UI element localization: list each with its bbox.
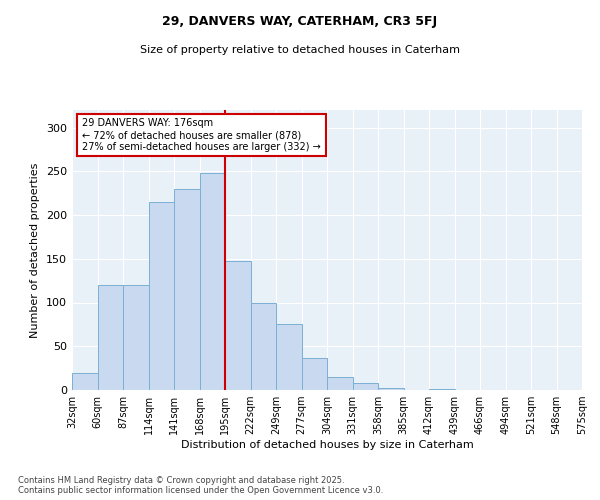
Bar [302, 358, 327, 390]
Y-axis label: Number of detached properties: Number of detached properties [31, 162, 40, 338]
Bar [429, 389, 455, 390]
Bar [149, 202, 174, 390]
Bar [199, 173, 225, 390]
Bar [251, 302, 276, 390]
Bar [174, 188, 199, 390]
Bar [378, 388, 404, 390]
Bar [123, 285, 149, 390]
Bar [353, 383, 378, 390]
Text: Contains HM Land Registry data © Crown copyright and database right 2025.
Contai: Contains HM Land Registry data © Crown c… [18, 476, 383, 495]
Text: Size of property relative to detached houses in Caterham: Size of property relative to detached ho… [140, 45, 460, 55]
X-axis label: Distribution of detached houses by size in Caterham: Distribution of detached houses by size … [181, 440, 473, 450]
Bar [72, 372, 97, 390]
Bar [97, 285, 123, 390]
Bar [327, 377, 353, 390]
Bar [225, 260, 251, 390]
Text: 29, DANVERS WAY, CATERHAM, CR3 5FJ: 29, DANVERS WAY, CATERHAM, CR3 5FJ [163, 15, 437, 28]
Bar [276, 324, 302, 390]
Text: 29 DANVERS WAY: 176sqm
← 72% of detached houses are smaller (878)
27% of semi-de: 29 DANVERS WAY: 176sqm ← 72% of detached… [82, 118, 321, 152]
